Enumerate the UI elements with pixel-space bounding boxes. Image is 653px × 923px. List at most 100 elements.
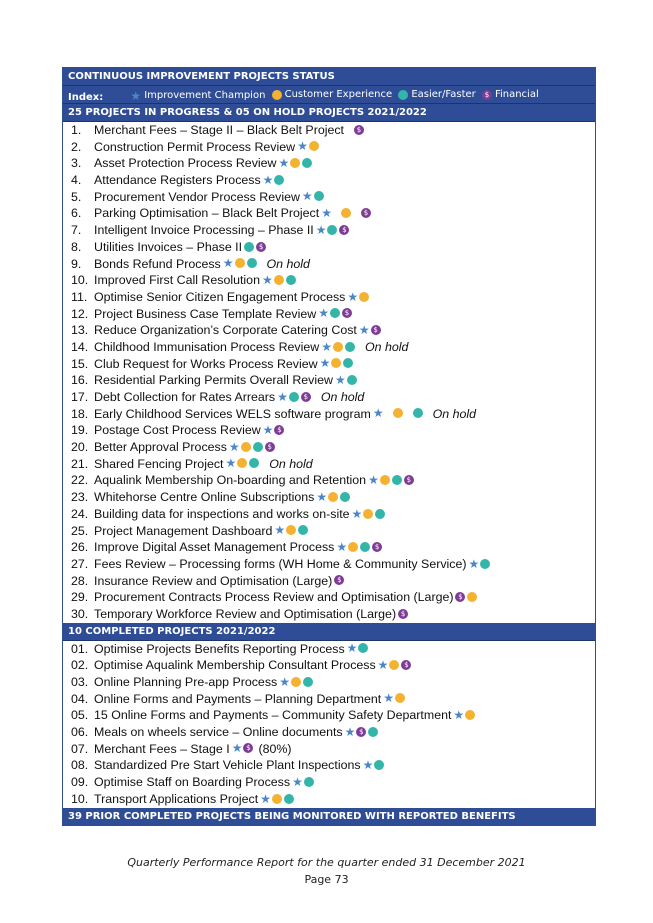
dollar-circle-icon (300, 391, 311, 402)
teal-circle-icon (391, 475, 402, 486)
item-title: Utilities Invoices – Phase II (94, 239, 243, 254)
star-icon: ★ (347, 289, 359, 304)
star-icon: ★ (336, 539, 348, 554)
category-icons: ★ (223, 257, 259, 269)
star-icon: ★ (383, 691, 394, 706)
category-icons (244, 241, 268, 252)
item-number: 18. (71, 406, 89, 421)
orange-circle-icon (331, 358, 342, 369)
item-title: Club Request for Works Process Review (94, 356, 318, 371)
list-item: 18. Early Childhood Services WELS softwar… (63, 406, 595, 423)
star-icon: ★ (315, 222, 327, 237)
teal-circle-icon (346, 375, 357, 386)
category-icons: ★ (260, 793, 296, 805)
item-title: Merchant Fees – Stage II – Black Belt Pr… (94, 123, 344, 137)
list-item: 04. Online Forms and Payments – Planning … (63, 691, 595, 708)
list-item: 11. Optimise Senior Citizen Engagement Pr… (63, 289, 595, 306)
star-icon: ★ (319, 356, 331, 371)
star-icon: ★ (261, 272, 273, 287)
category-icons: ★ (347, 642, 371, 654)
list-item: 7. Intelligent Invoice Processing – Phase… (63, 222, 595, 239)
orange-circle-icon (308, 141, 319, 152)
list-item: 3. Asset Protection Process Review ★ (63, 155, 595, 172)
section-title-in-progress: 25 PROJECTS IN PROGRESS & 05 ON HOLD PRO… (63, 104, 595, 122)
on-hold-status: On hold (266, 256, 310, 271)
star-icon: ★ (362, 758, 374, 773)
item-number: 30. (71, 606, 89, 621)
item-title: Better Approval Process (94, 440, 227, 455)
category-icons: ★ (320, 357, 356, 369)
item-title: Intelligent Invoice Processing – Phase I… (94, 223, 314, 238)
item-number: 4. (71, 173, 82, 188)
section-title-completed: 10 COMPLETED PROJECTS 2021/2022 (63, 622, 595, 641)
orange-circle-icon (290, 676, 301, 687)
orange-circle-icon (389, 660, 400, 671)
legend-financial: Financial (481, 86, 539, 103)
orange-circle-icon (237, 458, 248, 469)
teal-circle-icon (368, 726, 379, 737)
list-item: 29. Procurement Contracts Process Review … (63, 589, 595, 606)
category-icons: ★ (336, 541, 384, 553)
dollar-circle-icon (334, 575, 345, 586)
item-number: 03. (71, 675, 89, 689)
category-icons (455, 591, 479, 602)
teal-circle-icon (480, 558, 491, 569)
item-title: Temporary Workforce Review and Optimisat… (94, 606, 397, 621)
projects-status-table: CONTINUOUS IMPROVEMENT PROJECTS STATUS I… (62, 67, 596, 826)
category-icons: ★ (316, 491, 352, 503)
on-hold-status: On hold (269, 456, 313, 471)
orange-circle-icon (273, 274, 284, 285)
item-number: 02. (71, 658, 89, 673)
item-number: 14. (71, 339, 89, 354)
item-number: 10. (71, 791, 89, 806)
teal-circle-icon (244, 241, 255, 252)
item-number: 16. (71, 373, 89, 388)
completed-list: 01. Optimise Projects Benefits Reporting … (63, 641, 595, 808)
dollar-circle-icon (372, 541, 383, 552)
dollar-circle-icon (264, 441, 275, 452)
category-icons: ★ (335, 374, 359, 386)
category-icons: ★ (229, 441, 277, 453)
category-icons: ★ (345, 726, 381, 738)
item-number: 21. (71, 456, 89, 471)
list-item: 21. Shared Fencing Project ★ On hold (63, 456, 595, 473)
star-icon: ★ (321, 339, 332, 354)
list-item: 01. Optimise Projects Benefits Reporting … (63, 641, 595, 658)
table-title: CONTINUOUS IMPROVEMENT PROJECTS STATUS (63, 68, 595, 86)
star-icon: ★ (278, 156, 290, 171)
category-icons: ★ (232, 742, 256, 754)
item-number: 12. (71, 306, 89, 321)
list-item: 06. Meals on wheels service – Online docu… (63, 724, 595, 741)
category-icons: ★ (373, 407, 425, 419)
teal-circle-icon (298, 525, 309, 536)
list-item: 13. Reduce Organization’s Corporate Cater… (63, 322, 595, 339)
item-title: Parking Optimisation – Black Belt Projec… (94, 206, 320, 221)
teal-circle-icon (283, 793, 294, 804)
on-hold-status: On hold (320, 390, 365, 404)
teal-circle-icon (358, 643, 369, 654)
orange-circle-icon (379, 475, 390, 486)
category-icons: ★ (279, 676, 315, 688)
category-icons: ★ (292, 776, 316, 788)
item-number: 06. (71, 725, 89, 740)
teal-circle-icon (340, 491, 351, 502)
item-number: 23. (71, 490, 89, 505)
list-item: 16. Residential Parking Permits Overall R… (63, 372, 595, 389)
item-title: Reduce Organization’s Corporate Catering… (94, 323, 357, 338)
teal-circle-icon (313, 191, 324, 202)
star-icon: ★ (130, 88, 142, 103)
star-icon: ★ (292, 774, 303, 789)
list-item: 6. Parking Optimisation – Black Belt Proj… (63, 205, 595, 222)
teal-circle-icon (274, 174, 285, 185)
list-item: 30. Temporary Workforce Review and Optimi… (63, 606, 595, 623)
category-icons (398, 608, 410, 619)
category-icons: ★ (378, 659, 414, 671)
orange-circle-icon (332, 341, 343, 352)
list-item: 26. Improve Digital Asset Management Proc… (63, 539, 595, 556)
list-item: 8. Utilities Invoices – Phase II (63, 239, 595, 256)
item-title: Construction Permit Process Review (94, 139, 296, 154)
legend-customer-experience: Customer Experience (271, 86, 392, 103)
category-icons: ★ (321, 341, 357, 353)
category-icons: ★ (277, 391, 313, 403)
page-number: Page 73 (304, 873, 349, 886)
